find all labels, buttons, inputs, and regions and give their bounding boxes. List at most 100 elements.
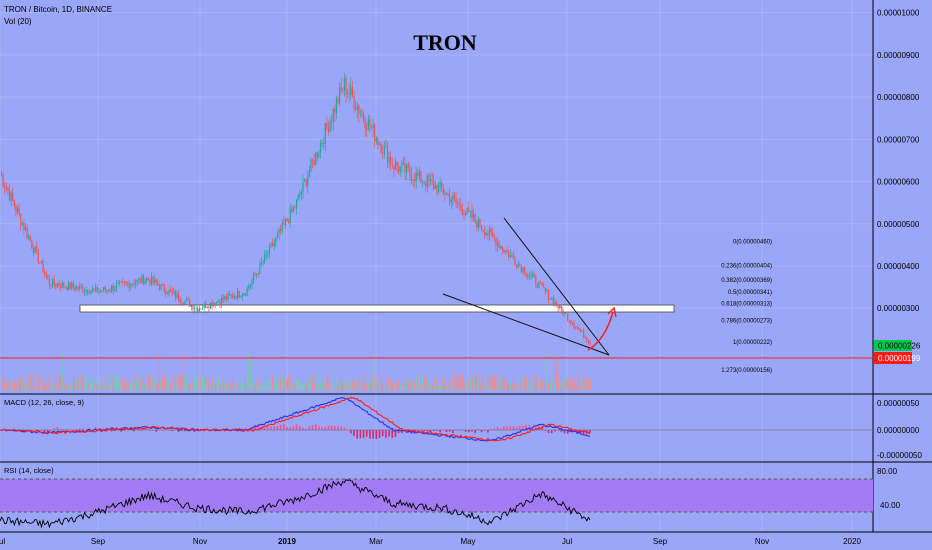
volume-bar — [441, 376, 443, 390]
candle-body — [404, 162, 406, 173]
candle-body — [362, 113, 365, 120]
candle-body — [570, 320, 572, 324]
candle-body — [200, 308, 202, 310]
volume-bar — [386, 374, 389, 390]
volume-bar — [213, 378, 215, 390]
candle-body — [152, 276, 154, 283]
candle-body — [573, 323, 575, 328]
volume-bar — [283, 377, 285, 390]
macd-histogram-bar — [452, 430, 454, 434]
candle-body — [66, 287, 68, 290]
volume-bar — [150, 373, 153, 390]
candle-body — [55, 284, 57, 287]
macd-histogram-bar — [321, 427, 323, 430]
fib-level-label: 0.786(0.00000273) — [721, 319, 772, 325]
volume-bar — [589, 377, 591, 390]
candle-body — [211, 302, 213, 307]
volume-bar — [20, 375, 22, 390]
volume-bar — [313, 384, 315, 390]
candle-body — [364, 119, 366, 128]
candle-body — [586, 337, 588, 341]
volume-bar — [101, 383, 103, 390]
volume-bar — [348, 381, 350, 390]
candle-body — [168, 289, 170, 294]
candle-body — [15, 206, 17, 212]
macd-histogram-bar — [474, 430, 476, 434]
volume-bar — [425, 376, 427, 390]
time-axis-label: May — [460, 537, 475, 546]
volume-bar — [458, 382, 460, 390]
candle-body — [125, 282, 127, 284]
volume-bar — [125, 384, 127, 390]
macd-histogram-bar — [177, 430, 180, 433]
candle-body — [480, 227, 483, 231]
candle-body — [418, 170, 420, 176]
volume-bar — [85, 373, 87, 390]
volume-bar — [449, 379, 451, 390]
volume-bar — [288, 375, 290, 390]
volume-bar — [474, 386, 476, 390]
candle-body — [174, 291, 177, 298]
volume-bar — [570, 377, 572, 390]
candle-body — [498, 242, 500, 249]
volume-bar — [61, 350, 63, 390]
candle-body — [155, 279, 157, 284]
volume-bar — [154, 376, 156, 390]
candle-body — [26, 227, 28, 238]
candle-body — [213, 303, 215, 307]
candle-body — [42, 261, 44, 273]
volume-bar — [354, 384, 357, 390]
volume-bar — [131, 381, 133, 390]
volume-bar — [243, 384, 245, 390]
candle-body — [44, 272, 46, 274]
candle-body — [487, 233, 489, 235]
volume-bar — [193, 375, 196, 390]
candle-body — [495, 238, 497, 247]
symbol-label: TRON / Bitcoin, 1D, BINANCE — [4, 5, 112, 14]
macd-histogram-bar — [337, 425, 339, 430]
volume-bar — [439, 386, 441, 390]
volume-bar — [429, 382, 432, 390]
time-axis[interactable]: Jul Sep Nov 2019 Mar May Jul Sep Nov 2020 — [0, 537, 861, 546]
volume-bar — [163, 373, 165, 390]
macd-histogram-bar — [133, 430, 135, 432]
fib-level-label: 0(0.00000460) — [733, 240, 772, 246]
volume-bar — [476, 373, 478, 390]
volume-bar — [335, 379, 338, 390]
volume-bar — [265, 378, 267, 390]
candle-body — [77, 286, 79, 289]
macd-histogram-bar — [235, 430, 237, 431]
volume-bar — [576, 385, 578, 390]
volume-bar — [158, 349, 161, 390]
volume-bar — [480, 373, 483, 390]
candle-body — [219, 301, 221, 305]
candle-body — [170, 289, 172, 291]
candle-body — [539, 282, 542, 283]
time-axis-label: Sep — [91, 537, 106, 546]
candle-body — [165, 290, 167, 294]
candle-body — [69, 282, 71, 289]
candle-body — [386, 146, 389, 164]
price-axis[interactable]: 0.00001000 0.00000900 0.00000800 0.00000700… — [877, 9, 920, 314]
volume-bar — [205, 376, 207, 390]
volume-label: Vol (20) — [4, 17, 32, 26]
candle-body — [517, 263, 519, 268]
volume-bar — [289, 385, 291, 390]
volume-bar — [299, 377, 301, 390]
candle-body — [375, 138, 377, 142]
candle-body — [501, 245, 503, 250]
volume-bar — [428, 383, 430, 390]
rsi-line — [0, 479, 591, 529]
candle-body — [343, 77, 346, 90]
candle-body — [268, 245, 271, 254]
volume-bar — [91, 379, 94, 390]
volume-bar — [562, 381, 564, 390]
volume-bar — [493, 374, 495, 390]
macd-histogram-bar — [311, 425, 314, 430]
candle-body — [482, 230, 484, 232]
macd-histogram-bar — [350, 430, 352, 434]
candle-body — [23, 222, 25, 230]
volume-bar — [130, 383, 132, 390]
candle-body — [417, 172, 419, 176]
